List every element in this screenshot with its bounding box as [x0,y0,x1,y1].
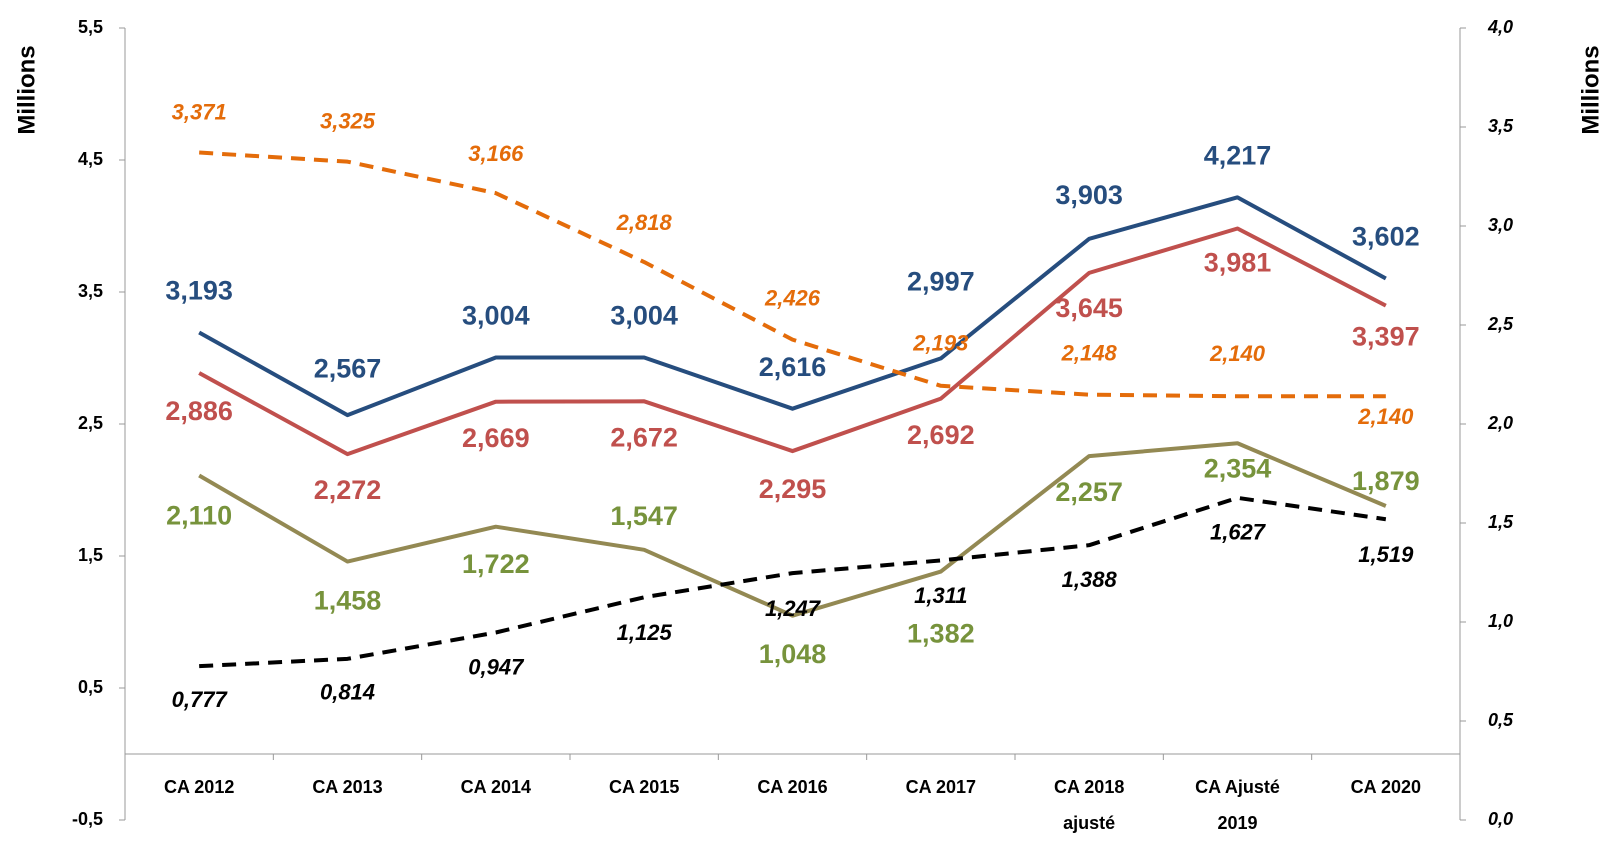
x-tick-label: CA 2018 [1054,777,1124,797]
data-label: 3,371 [172,99,227,124]
data-label: 1,547 [610,501,678,531]
data-label: 3,903 [1055,180,1123,210]
data-label: 2,669 [462,423,530,453]
data-label: 2,692 [907,420,975,450]
series-line [198,441,1387,618]
data-label: 1,627 [1210,520,1267,545]
x-tick-label: CA 2012 [164,777,234,797]
data-label: 1,247 [765,596,822,621]
data-label: 2,354 [1204,453,1272,483]
data-label: 0,814 [320,680,375,705]
data-label: 2,426 [764,285,821,310]
data-label: 3,004 [610,301,678,331]
x-tick-label: CA 2016 [757,777,827,797]
data-label: 1,048 [759,639,827,669]
data-label: 3,645 [1055,293,1123,323]
data-label: 1,458 [314,586,382,616]
y2-tick-label: 3,0 [1488,215,1513,235]
data-label: 2,272 [314,475,382,505]
data-label: 1,382 [907,619,975,649]
data-label: 1,311 [914,583,967,608]
data-label: 3,004 [462,301,530,331]
data-label: 2,257 [1055,477,1123,507]
data-label: 2,886 [165,396,233,426]
x-tick-label: CA 2014 [461,777,531,797]
x-tick-label: CA 2015 [609,777,679,797]
data-label: 0,947 [468,654,525,679]
data-label: 1,125 [617,620,673,645]
data-label: 1,722 [462,549,530,579]
series-line [198,195,1387,418]
data-label: 2,818 [616,210,673,235]
series-line [199,495,1387,669]
data-label: 0,777 [172,687,229,712]
y-tick-label: -0,5 [72,809,103,829]
data-label: 2,567 [314,353,382,383]
data-label: 2,140 [1209,341,1266,366]
y2-tick-label: 2,5 [1487,314,1514,334]
y2-tick-label: 2,0 [1487,413,1513,433]
x-tick-label: CA Ajusté [1195,777,1280,797]
data-label: 1,519 [1358,542,1414,567]
y2-tick-label: 1,0 [1488,611,1513,631]
data-label: 3,397 [1352,322,1420,352]
data-label: 1,879 [1352,466,1420,496]
data-label: 3,325 [320,108,376,133]
y2-tick-label: 0,5 [1488,710,1514,730]
y-tick-label: 3,5 [78,281,103,301]
x-tick-label: CA 2017 [906,777,976,797]
y-tick-label: 0,5 [78,677,103,697]
x-tick-label: ajusté [1063,813,1115,833]
data-label: 2,140 [1357,404,1414,429]
y2-tick-label: 4,0 [1487,17,1513,37]
data-label: 3,193 [165,276,233,306]
y2-axis-title: Millions [1577,45,1604,134]
series-line [198,226,1387,457]
y-tick-label: 4,5 [78,149,103,169]
data-label: 2,616 [759,352,827,382]
data-label: 2,193 [912,331,968,356]
data-label: 2,110 [166,501,232,531]
y2-tick-label: 3,5 [1488,116,1514,136]
x-tick-label: 2019 [1217,813,1257,833]
data-label: 2,295 [759,474,827,504]
y2-tick-label: 1,5 [1488,512,1514,532]
data-label: 4,217 [1204,140,1272,170]
data-label: 2,997 [907,267,975,297]
data-label: 3,602 [1352,222,1420,252]
data-label: 1,388 [1062,567,1118,592]
data-label: 3,981 [1204,248,1272,278]
x-tick-label: CA 2020 [1351,777,1421,797]
y-axis-title: Millions [13,45,40,134]
y-tick-label: 1,5 [78,545,103,565]
x-tick-label: CA 2013 [312,777,382,797]
y2-tick-label: 0,0 [1488,809,1513,829]
data-label: 3,166 [468,141,524,166]
y-tick-label: 5,5 [78,17,103,37]
series-line [199,150,1386,399]
y-tick-label: 2,5 [78,413,103,433]
data-label: 2,148 [1061,341,1118,366]
data-label: 2,672 [610,422,678,452]
